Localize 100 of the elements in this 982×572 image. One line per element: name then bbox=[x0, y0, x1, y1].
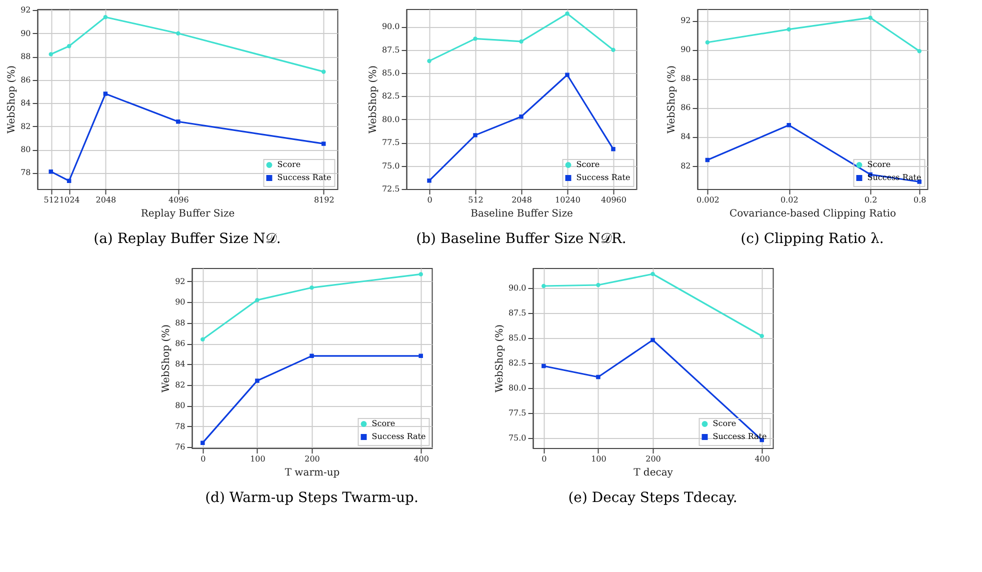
point bbox=[310, 286, 314, 290]
x-axis-title: Covariance-based Clipping Ratio bbox=[729, 208, 896, 220]
legend-label: Success Rate bbox=[576, 173, 631, 182]
point bbox=[565, 72, 570, 77]
y-tick-label: 86 bbox=[680, 103, 691, 112]
x-tick-label: 40960 bbox=[601, 196, 626, 204]
x-tick-label: 200 bbox=[304, 454, 320, 464]
y-tick-label: 82 bbox=[20, 122, 31, 131]
x-axis-title: T decay bbox=[634, 468, 674, 478]
point bbox=[473, 36, 478, 41]
x-tick-label: 400 bbox=[754, 454, 770, 464]
point bbox=[650, 272, 655, 276]
point bbox=[611, 146, 616, 152]
point bbox=[427, 58, 432, 64]
y-tick-label: 90.0 bbox=[382, 22, 400, 32]
y-tick-label: 92 bbox=[175, 276, 186, 286]
y-tick-label: 85.0 bbox=[382, 68, 400, 78]
y-tick-label: 84 bbox=[20, 98, 31, 108]
y-tick-label: 78 bbox=[175, 422, 186, 431]
point bbox=[66, 44, 72, 48]
y-axis-title: WebShop (%) bbox=[368, 65, 379, 134]
y-tick-label: 87.5 bbox=[508, 308, 526, 318]
y-tick-label: 90 bbox=[680, 45, 691, 54]
x-tick-label: 400 bbox=[414, 454, 429, 464]
x-tick-label: 100 bbox=[250, 454, 266, 464]
x-tick-label: 100 bbox=[591, 454, 606, 464]
x-axis-title: T warm-up bbox=[284, 468, 340, 478]
y-tick-label: 80.0 bbox=[508, 384, 526, 392]
x-tick-label: 8192 bbox=[314, 196, 334, 204]
x-tick-label: 0 bbox=[200, 454, 206, 464]
y-tick-label: 85.0 bbox=[508, 334, 526, 342]
legend-label: Score bbox=[712, 419, 736, 428]
point bbox=[321, 70, 326, 74]
point bbox=[418, 354, 423, 358]
point bbox=[519, 114, 524, 119]
point bbox=[565, 12, 570, 16]
y-tick-label: 78 bbox=[20, 168, 31, 178]
x-tick-label: 1024 bbox=[59, 196, 80, 204]
point bbox=[596, 374, 600, 380]
x-tick-label: 200 bbox=[646, 454, 661, 464]
point bbox=[255, 378, 260, 383]
legend-label: Score bbox=[867, 160, 891, 169]
point bbox=[200, 440, 205, 445]
y-axis-title: WebShop (%) bbox=[6, 65, 18, 134]
point bbox=[66, 178, 72, 183]
x-tick-label: 2048 bbox=[512, 196, 532, 204]
point bbox=[427, 178, 432, 183]
point bbox=[200, 337, 205, 342]
point bbox=[103, 92, 108, 96]
x-tick-label: 0.002 bbox=[696, 196, 720, 204]
y-tick-label: 87.5 bbox=[382, 45, 400, 54]
y-tick-label: 88 bbox=[20, 52, 31, 62]
point bbox=[650, 338, 655, 342]
point bbox=[176, 31, 180, 36]
y-tick-label: 75.0 bbox=[508, 434, 526, 442]
point bbox=[176, 120, 180, 124]
x-tick-label: 512 bbox=[468, 196, 484, 204]
text: (e) Decay Steps Tdecay. bbox=[568, 490, 738, 506]
legend-label: Score bbox=[277, 160, 301, 169]
y-axis-title: WebShop (%) bbox=[666, 65, 678, 134]
y-tick-label: 86 bbox=[175, 339, 186, 348]
text: (b) Baseline Buffer Size N𝒟R. bbox=[416, 231, 626, 247]
x-tick-label: 10240 bbox=[555, 196, 580, 204]
y-tick-label: 82.5 bbox=[508, 358, 526, 368]
y-tick-label: 90.0 bbox=[508, 284, 526, 292]
x-tick-label: 0 bbox=[427, 196, 432, 204]
legend-label: Score bbox=[372, 419, 396, 428]
y-tick-label: 82 bbox=[680, 161, 691, 170]
y-tick-label: 76 bbox=[175, 442, 186, 452]
x-tick-label: 0 bbox=[542, 454, 547, 464]
x-tick-label: 0.02 bbox=[780, 196, 798, 204]
legend-label: Success Rate bbox=[277, 173, 332, 182]
point bbox=[519, 39, 524, 44]
y-axis-title: WebShop (%) bbox=[161, 324, 172, 392]
x-axis-title: Baseline Buffer Size bbox=[470, 208, 573, 220]
x-tick-label: 0.2 bbox=[864, 196, 878, 204]
point bbox=[255, 298, 260, 302]
y-tick-label: 86 bbox=[20, 75, 31, 84]
y-tick-label: 92 bbox=[680, 16, 691, 26]
y-axis-title: WebShop (%) bbox=[494, 324, 506, 392]
x-axis-title: Replay Buffer Size bbox=[140, 208, 235, 220]
y-tick-label: 75.0 bbox=[382, 161, 400, 170]
y-tick-label: 82 bbox=[175, 380, 186, 390]
y-tick-label: 88 bbox=[175, 318, 186, 328]
y-tick-label: 88 bbox=[680, 74, 691, 84]
point bbox=[418, 272, 423, 276]
point bbox=[611, 48, 616, 52]
y-tick-label: 72.5 bbox=[382, 184, 400, 194]
text: (d) Warm-up Steps Twarm-up. bbox=[205, 490, 418, 506]
point bbox=[310, 354, 314, 358]
point bbox=[542, 284, 546, 288]
x-tick-label: 4096 bbox=[168, 196, 189, 204]
point bbox=[321, 142, 326, 146]
point bbox=[48, 52, 54, 56]
point bbox=[473, 133, 478, 138]
legend-label: Success Rate bbox=[372, 432, 426, 441]
y-tick-label: 90 bbox=[20, 28, 31, 38]
y-tick-label: 77.5 bbox=[382, 138, 400, 148]
point bbox=[596, 282, 600, 288]
y-tick-label: 77.5 bbox=[508, 408, 526, 418]
